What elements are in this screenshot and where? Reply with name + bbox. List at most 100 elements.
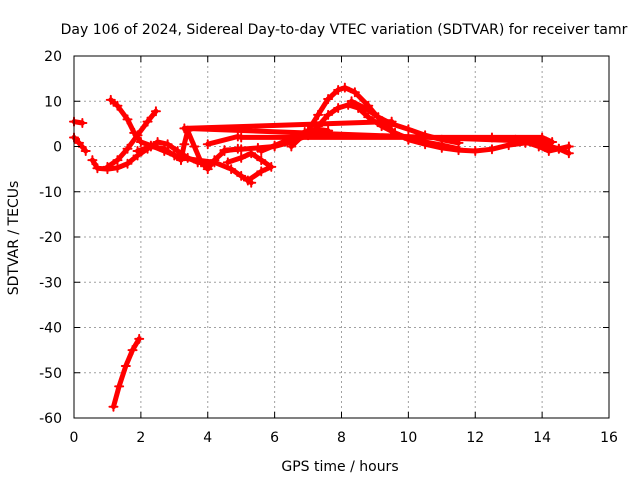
data-point xyxy=(403,124,414,135)
y-tick-label: 10 xyxy=(44,94,62,110)
data-point xyxy=(189,141,200,152)
data-point xyxy=(486,144,497,155)
series-line xyxy=(225,150,274,183)
data-point xyxy=(553,143,564,154)
data-point xyxy=(323,93,334,104)
series-line xyxy=(104,108,159,170)
x-axis-label: GPS time / hours xyxy=(281,459,398,475)
data-point xyxy=(349,87,360,98)
data-point xyxy=(102,161,113,172)
grid xyxy=(74,56,609,418)
data-point xyxy=(313,109,324,120)
data-point xyxy=(159,143,170,154)
series-arc-10 xyxy=(222,148,277,186)
data-point xyxy=(142,116,153,127)
data-point xyxy=(563,141,574,152)
data-point xyxy=(134,333,145,344)
data-point xyxy=(114,381,125,392)
data-point xyxy=(543,146,554,157)
x-tick-label: 8 xyxy=(337,430,346,446)
data-point xyxy=(176,155,186,166)
y-tick-label: -30 xyxy=(39,275,62,291)
data-point xyxy=(112,162,123,173)
series-line xyxy=(181,119,555,147)
data-point xyxy=(80,146,91,157)
data-traces xyxy=(69,82,574,412)
data-point xyxy=(150,106,161,117)
data-point xyxy=(226,164,237,175)
data-point xyxy=(179,123,190,134)
data-point xyxy=(256,146,267,157)
data-point xyxy=(323,109,334,120)
data-point xyxy=(470,146,481,157)
data-point xyxy=(87,155,98,166)
data-point xyxy=(112,100,123,111)
data-point xyxy=(333,84,344,95)
data-point xyxy=(179,139,190,150)
data-point xyxy=(346,96,357,107)
data-point xyxy=(122,143,133,154)
data-point xyxy=(256,155,267,166)
data-point xyxy=(132,130,143,141)
y-axis-label: SDTVAR / TECUs xyxy=(6,181,22,296)
y-tick-label: 20 xyxy=(44,49,62,65)
data-point xyxy=(537,132,548,143)
data-point xyxy=(219,145,230,156)
series-arc-1 xyxy=(69,116,88,128)
data-point xyxy=(266,161,277,172)
series-arc-5 xyxy=(102,106,161,172)
series-arc-13 xyxy=(108,333,145,412)
data-point xyxy=(122,114,133,125)
x-tick-label: 2 xyxy=(136,430,145,446)
data-point xyxy=(145,141,156,152)
data-point xyxy=(120,360,131,371)
data-point xyxy=(108,401,119,412)
data-point xyxy=(386,116,397,127)
x-tick-label: 10 xyxy=(399,430,417,446)
data-point xyxy=(135,136,146,147)
series-arc-7 xyxy=(219,99,574,159)
y-tick-label: -60 xyxy=(39,411,62,427)
data-point xyxy=(236,170,247,181)
data-point xyxy=(339,82,350,93)
data-point xyxy=(269,140,280,151)
data-point xyxy=(132,146,143,157)
data-point xyxy=(92,163,103,174)
data-point xyxy=(246,148,257,159)
data-point xyxy=(363,112,374,123)
data-point xyxy=(112,155,123,166)
y-tick-label: -50 xyxy=(39,366,62,382)
x-tick-label: 0 xyxy=(70,430,79,446)
data-point xyxy=(202,164,213,175)
x-tick-label: 6 xyxy=(270,430,279,446)
y-tick-label: 0 xyxy=(53,140,62,156)
data-point xyxy=(359,103,370,114)
series-arc-8 xyxy=(286,82,464,154)
data-point xyxy=(236,144,247,155)
data-point xyxy=(242,175,253,186)
x-tick-label: 4 xyxy=(203,430,212,446)
data-point xyxy=(122,158,133,169)
y-tick-label: -10 xyxy=(39,185,62,201)
series-arc-4 xyxy=(105,94,257,188)
y-tick-label: -40 xyxy=(39,321,62,337)
x-tick-label: 16 xyxy=(600,430,618,446)
chart-title: Day 106 of 2024, Sidereal Day-to-day VTE… xyxy=(61,22,628,38)
series-arc-2 xyxy=(69,132,91,157)
data-point xyxy=(127,345,138,356)
y-tick-label: -20 xyxy=(39,230,62,246)
data-point xyxy=(169,150,180,161)
data-point xyxy=(209,155,220,166)
data-point xyxy=(256,166,267,177)
data-point xyxy=(196,157,207,168)
data-point xyxy=(74,137,85,148)
data-point xyxy=(236,132,247,143)
data-point xyxy=(286,141,297,152)
data-point xyxy=(333,103,344,114)
data-point xyxy=(77,117,88,128)
data-point xyxy=(202,139,213,150)
data-point xyxy=(486,132,497,143)
series-isolated xyxy=(179,116,558,150)
x-tick-label: 14 xyxy=(533,430,551,446)
